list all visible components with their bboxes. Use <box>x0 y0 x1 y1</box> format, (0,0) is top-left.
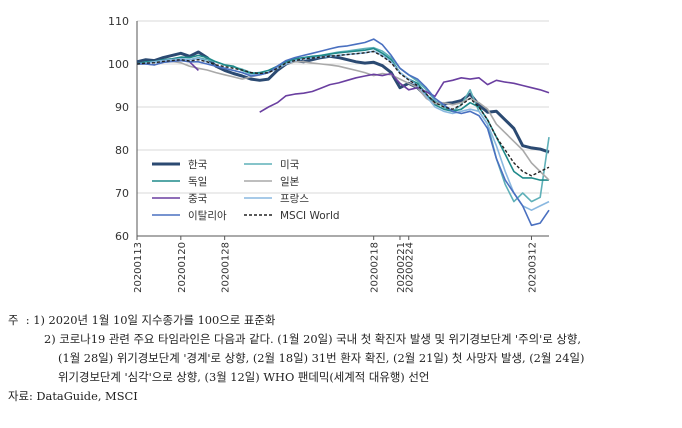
y-tick-label: 70 <box>115 187 129 200</box>
legend-label-2: 독일 <box>188 175 207 188</box>
legend-label-3: 일본 <box>280 175 300 188</box>
note-label: 주 <box>8 313 19 327</box>
legend-label-7: MSCI World <box>280 210 340 222</box>
x-tick-label: 20200221 <box>396 242 407 293</box>
x-tick-label: 20200224 <box>405 242 416 293</box>
y-tick-label: 90 <box>115 101 129 114</box>
x-tick-label: 20200218 <box>370 242 381 293</box>
chart-axes <box>136 21 549 237</box>
x-tick-label: 20200128 <box>221 242 232 293</box>
series-line-7 <box>136 50 550 177</box>
legend-label-5: 프랑스 <box>280 193 309 205</box>
legend-label-4: 중국 <box>188 193 208 205</box>
x-axis-ticks: 20200113 20200120 20200128 20200218 20200221… <box>133 236 538 293</box>
source: 자료: DataGuide, MSCI <box>8 389 138 403</box>
note-1-text: 1) 2020년 1월 10일 지수종가를 100으로 표준화 <box>33 313 276 327</box>
y-tick-label: 110 <box>108 15 129 28</box>
legend-label-6: 이탈리아 <box>188 209 227 222</box>
note-2-line-1: 2) 코로나19 관련 주요 타임라인은 다음과 같다. (1월 20일) 국내… <box>44 332 581 346</box>
note-2-line-2: (1월 28일) 위기경보단계 '경계'로 상향, (2월 18일) 31번 환… <box>58 351 585 365</box>
y-tick-label: 60 <box>115 230 129 243</box>
x-tick-label: 20200113 <box>133 242 144 293</box>
series-lines <box>136 38 550 227</box>
note-1: 주 : 1) 2020년 1월 10일 지수종가를 100으로 표준화 <box>8 311 676 330</box>
series-line-4 <box>189 61 550 113</box>
y-tick-label: 80 <box>115 144 129 157</box>
x-tick-label: 20200312 <box>527 242 538 293</box>
legend-label-1: 미국 <box>280 159 300 171</box>
legend-label-0: 한국 <box>188 159 208 171</box>
series-line-3 <box>137 60 550 181</box>
y-tick-label: 100 <box>108 58 129 71</box>
series-line-6 <box>137 38 550 227</box>
note-2-line-3: 위기경보단계 '심각'으로 상향, (3월 12일) WHO 팬데믹(세계적 대… <box>58 370 430 384</box>
x-tick-label: 20200120 <box>177 242 188 293</box>
note-separator: : <box>25 313 30 327</box>
y-axis-ticks: 60 70 80 90 100 110 <box>108 15 129 243</box>
footnotes: 주 : 1) 2020년 1월 10일 지수종가를 100으로 표준화 2) 코… <box>8 311 676 406</box>
